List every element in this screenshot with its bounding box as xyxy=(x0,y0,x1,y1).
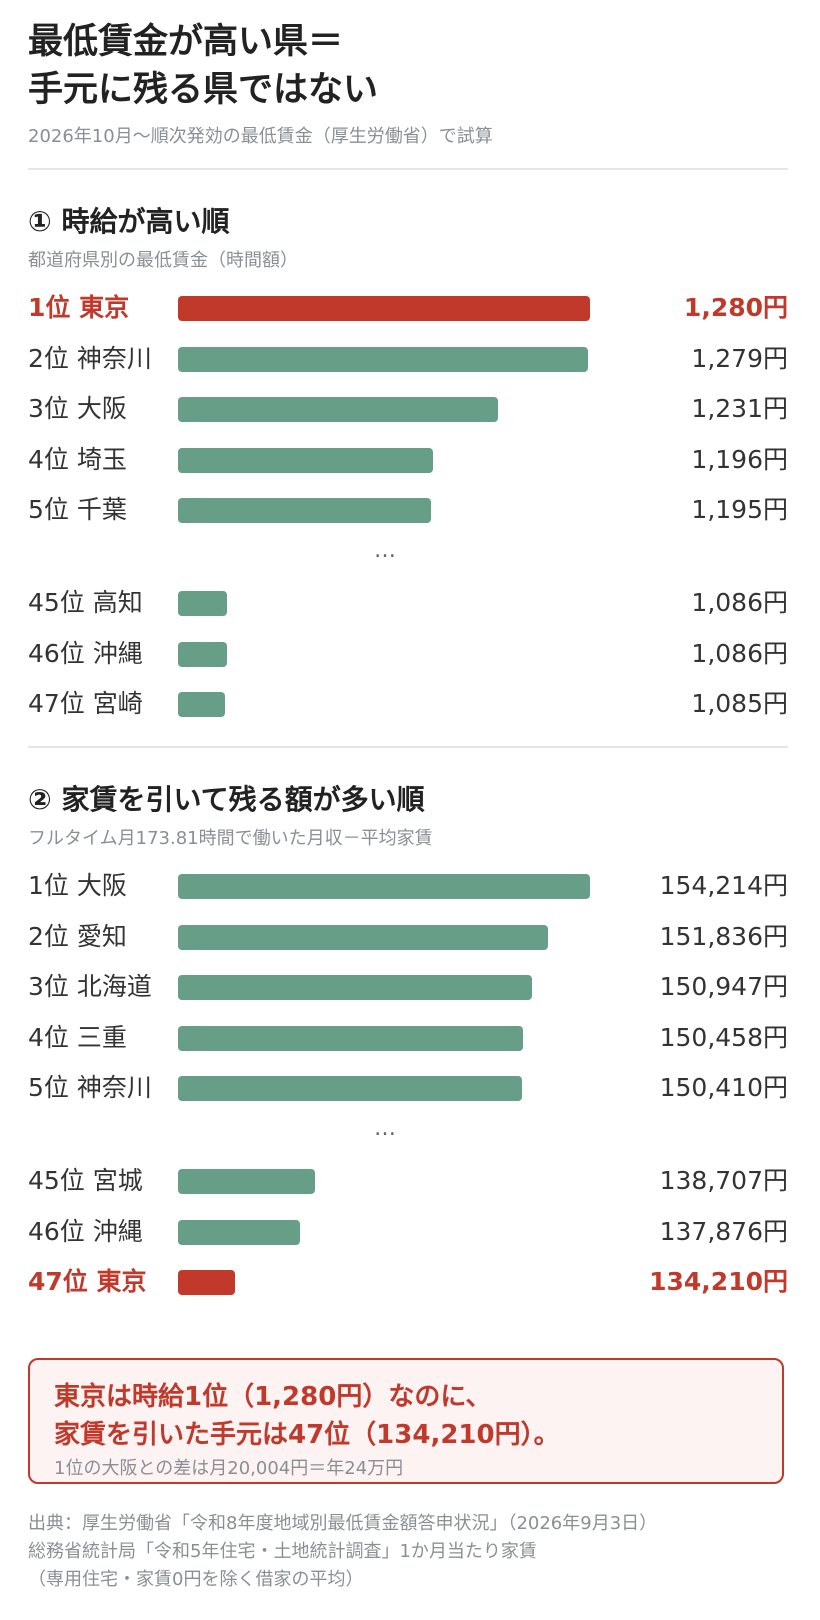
bar xyxy=(178,641,227,667)
chart-row: 4位 三重 150,458円 xyxy=(0,1018,820,1058)
title-line-1: 最低賃金が高い県＝ xyxy=(28,22,344,62)
chart-row: 2位 神奈川 1,279円 xyxy=(0,339,820,379)
ellipsis: … xyxy=(374,538,396,563)
chart-row: 47位 東京 134,210円 xyxy=(0,1262,820,1302)
value-label: 1,085円 xyxy=(691,689,788,718)
callout-line-2: 家賃を引いた手元は47位（134,210円）。 xyxy=(54,1420,560,1450)
value-label: 1,280円 xyxy=(683,293,788,322)
value-label: 151,836円 xyxy=(659,921,788,951)
bar xyxy=(178,346,589,372)
bar xyxy=(178,874,590,899)
value-label: 150,458円 xyxy=(659,1022,788,1052)
bar xyxy=(178,498,431,523)
row-label: 3位 北海道 xyxy=(28,972,152,1001)
chart-row: 46位 沖縄 137,876円 xyxy=(0,1212,820,1252)
chart-row: 4位 埼玉 1,196円 xyxy=(0,440,820,480)
bar xyxy=(178,591,227,616)
source-line-3: （専用住宅・家賃0円を除く借家の平均） xyxy=(28,1569,364,1590)
bar xyxy=(178,692,225,717)
chart-row: 45位 宮城 138,707円 xyxy=(0,1161,820,1201)
row-label: 46位 沖縄 xyxy=(28,1216,143,1246)
source-line-2: 総務省統計局「令和5年住宅・土地統計調査」1か月当たり家賃 xyxy=(28,1541,537,1562)
bar xyxy=(178,447,433,473)
bar xyxy=(178,1219,301,1245)
value-label: 134,210円 xyxy=(649,1267,788,1296)
chart-row: 1位 東京 1,280円 xyxy=(0,288,820,328)
value-label: 154,214円 xyxy=(659,871,788,900)
bar xyxy=(178,924,548,950)
bar xyxy=(178,1270,235,1295)
chart-row: 3位 北海道 150,947円 xyxy=(0,967,820,1007)
value-label: 1,086円 xyxy=(691,588,788,617)
value-label: 1,195円 xyxy=(691,495,788,524)
source-line-1: 出典：厚生労働省「令和8年度地域別最低賃金額答申状況」（2026年9月3日） xyxy=(28,1513,658,1534)
row-label: 4位 三重 xyxy=(28,1022,127,1052)
value-label: 150,410円 xyxy=(659,1073,788,1102)
value-label: 1,196円 xyxy=(691,444,788,474)
section-2-subtitle: フルタイム月173.81時間で働いた月収－平均家賃 xyxy=(28,828,433,849)
bar xyxy=(178,397,499,422)
chart-row: 47位 宮崎 1,085円 xyxy=(0,684,820,724)
source-note: 出典：厚生労働省「令和8年度地域別最低賃金額答申状況」（2026年9月3日） 総… xyxy=(28,1510,657,1594)
callout-box: 東京は時給1位（1,280円）なのに、 家賃を引いた手元は47位（134,210… xyxy=(28,1358,784,1484)
bar xyxy=(178,975,533,1000)
bar xyxy=(178,296,590,321)
divider xyxy=(28,746,788,748)
bar xyxy=(178,1169,315,1194)
value-label: 1,231円 xyxy=(691,394,788,423)
value-label: 1,086円 xyxy=(691,638,788,668)
chart-row: 5位 神奈川 150,410円 xyxy=(0,1068,820,1108)
row-label: 46位 沖縄 xyxy=(28,638,143,668)
value-label: 1,279円 xyxy=(691,343,788,373)
divider xyxy=(28,168,788,170)
row-label: 2位 愛知 xyxy=(28,921,127,951)
page-subtitle: 2026年10月〜順次発効の最低賃金（厚生労働省）で試算 xyxy=(28,126,493,147)
section-1-title: ① 時給が高い順 xyxy=(28,205,230,238)
bar xyxy=(178,1025,524,1051)
row-label: 3位 大阪 xyxy=(28,394,127,423)
chart-row: 2位 愛知 151,836円 xyxy=(0,917,820,957)
chart-row: 5位 千葉 1,195円 xyxy=(0,490,820,530)
row-label: 45位 高知 xyxy=(28,588,143,617)
chart-row: 1位 大阪 154,214円 xyxy=(0,866,820,906)
row-label: 1位 大阪 xyxy=(28,871,127,900)
row-label: 1位 東京 xyxy=(28,293,130,322)
section-1-subtitle: 都道府県別の最低賃金（時間額） xyxy=(28,250,298,271)
row-label: 47位 東京 xyxy=(28,1267,147,1296)
row-label: 47位 宮崎 xyxy=(28,689,143,718)
value-label: 150,947円 xyxy=(659,972,788,1001)
row-label: 5位 神奈川 xyxy=(28,1073,152,1102)
page-title: 最低賃金が高い県＝ 手元に残る県ではない xyxy=(28,18,378,114)
chart-row: 45位 高知 1,086円 xyxy=(0,583,820,623)
row-label: 45位 宮城 xyxy=(28,1166,143,1195)
section-2-title: ② 家賃を引いて残る額が多い順 xyxy=(28,783,425,816)
chart-row: 3位 大阪 1,231円 xyxy=(0,389,820,429)
row-label: 5位 千葉 xyxy=(28,495,127,524)
value-label: 137,876円 xyxy=(659,1216,788,1246)
ellipsis: … xyxy=(374,1116,396,1141)
row-label: 2位 神奈川 xyxy=(28,343,152,373)
bar xyxy=(178,1076,523,1101)
row-label: 4位 埼玉 xyxy=(28,444,127,474)
callout-note: 1位の大阪との差は月20,004円＝年24万円 xyxy=(54,1458,404,1479)
callout-line-1: 東京は時給1位（1,280円）なのに、 xyxy=(54,1382,492,1412)
chart-row: 46位 沖縄 1,086円 xyxy=(0,634,820,674)
value-label: 138,707円 xyxy=(659,1166,788,1195)
title-line-2: 手元に残る県ではない xyxy=(28,70,379,110)
